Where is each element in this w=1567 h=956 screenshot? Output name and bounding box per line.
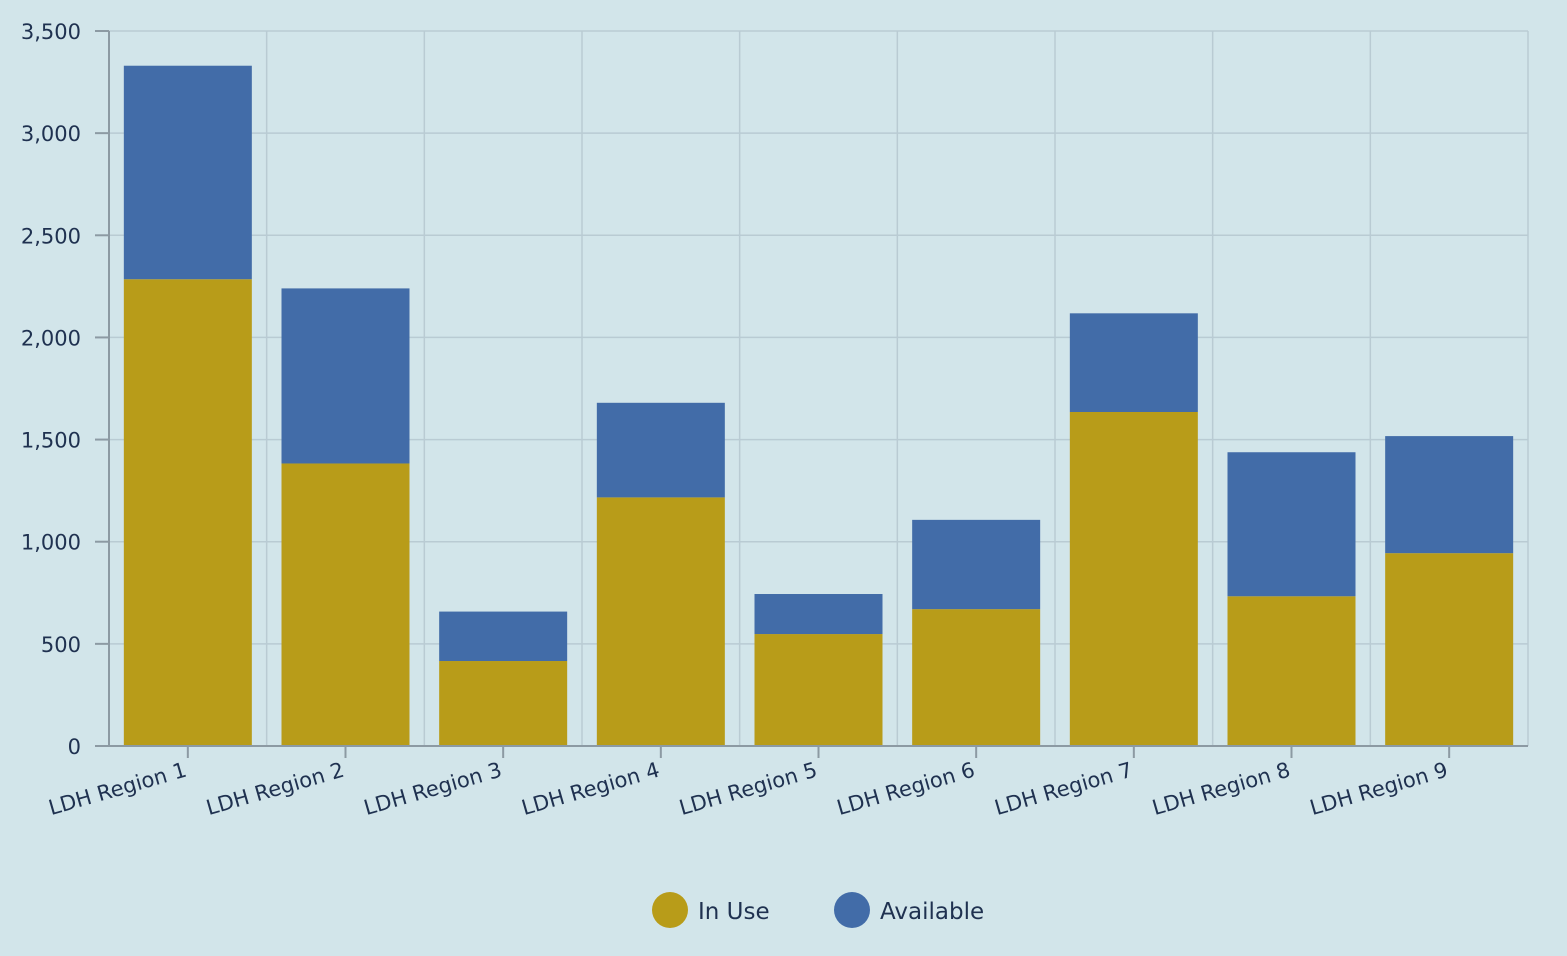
bar-in-use-7[interactable] — [1069, 411, 1198, 746]
x-tick-label: LDH Region 3 — [361, 758, 504, 820]
bar-in-use-9[interactable] — [1385, 553, 1514, 746]
y-tick-label: 2,500 — [21, 224, 81, 248]
bar-in-use-1[interactable] — [123, 279, 252, 746]
y-tick-label: 3,500 — [21, 20, 81, 44]
y-tick-label: 1,500 — [21, 429, 81, 453]
bar-in-use-8[interactable] — [1227, 596, 1356, 746]
bar-available-6[interactable] — [912, 519, 1041, 610]
x-tick-label: LDH Region 2 — [204, 758, 347, 820]
y-tick-label: 500 — [41, 633, 81, 657]
x-tick-label: LDH Region 4 — [519, 758, 662, 820]
x-tick-label: LDH Region 1 — [46, 758, 189, 820]
x-tick-label: LDH Region 8 — [1150, 758, 1293, 820]
bar-available-4[interactable] — [596, 402, 725, 498]
bar-available-2[interactable] — [281, 288, 410, 464]
bar-in-use-3[interactable] — [439, 661, 568, 746]
x-tick-label: LDH Region 9 — [1307, 758, 1450, 820]
bar-available-5[interactable] — [754, 594, 883, 635]
y-tick-label: 2,000 — [21, 326, 81, 350]
y-tick-label: 0 — [68, 735, 81, 759]
x-tick-label: LDH Region 6 — [834, 758, 977, 820]
bar-in-use-4[interactable] — [596, 497, 725, 746]
legend-swatch — [652, 892, 688, 928]
x-tick-label: LDH Region 7 — [992, 758, 1135, 820]
bar-in-use-6[interactable] — [912, 609, 1041, 746]
x-tick-label: LDH Region 5 — [677, 758, 820, 820]
legend-item-in-use[interactable]: In Use — [652, 892, 770, 928]
bar-available-1[interactable] — [123, 65, 252, 280]
bar-in-use-2[interactable] — [281, 463, 410, 746]
bar-available-9[interactable] — [1385, 436, 1514, 554]
legend-item-available[interactable]: Available — [834, 892, 984, 928]
legend-label: Available — [880, 899, 984, 925]
x-axis: LDH Region 1 LDH Region 2 LDH Region 3 LDH … — [46, 745, 1528, 820]
bar-available-8[interactable] — [1227, 452, 1356, 597]
bar-available-3[interactable] — [439, 611, 568, 662]
y-axis: 0 500 1,000 1,500 2,000 2,500 3,000 3,500 — [21, 20, 110, 759]
y-tick-label: 3,000 — [21, 122, 81, 146]
bar-in-use-5[interactable] — [754, 634, 883, 746]
bar-available-7[interactable] — [1069, 313, 1198, 412]
bars — [123, 65, 1514, 746]
y-tick-label: 1,000 — [21, 531, 81, 555]
legend-label: In Use — [698, 899, 770, 925]
legend[interactable]: In Use Available — [652, 892, 984, 928]
legend-swatch — [834, 892, 870, 928]
